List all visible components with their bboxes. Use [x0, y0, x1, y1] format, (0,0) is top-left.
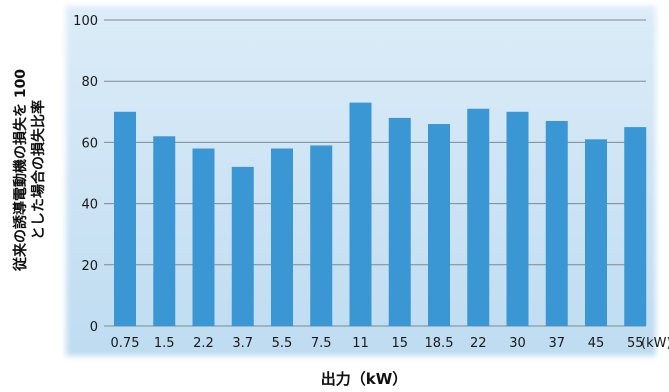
- x-tick-label: 45: [588, 336, 605, 351]
- y-tick-label: 100: [73, 14, 98, 29]
- x-axis-title: 出力（kW）: [321, 370, 408, 388]
- x-tick-label: 22: [470, 336, 487, 351]
- x-tick-label: 5.5: [272, 336, 293, 351]
- x-tick-label: 3.7: [232, 336, 253, 351]
- bars: [114, 102, 647, 327]
- x-tick-label: 0.75: [111, 336, 140, 351]
- bar-3_7: [231, 166, 254, 326]
- y-tick-label: 20: [81, 259, 98, 274]
- x-tick-label: 30: [509, 336, 526, 351]
- bar-11: [349, 102, 372, 327]
- bar-30: [506, 111, 529, 326]
- bar-2_2: [192, 148, 215, 326]
- x-tick-label: 37: [548, 336, 565, 351]
- x-tick-label: 15: [391, 336, 408, 351]
- bar-7_5: [310, 145, 333, 326]
- y-tick-label: 40: [81, 198, 98, 213]
- bar-22: [467, 108, 490, 327]
- x-tick-label: 11: [352, 336, 369, 351]
- x-tick-label: 2.2: [193, 336, 214, 351]
- y-tick-label: 60: [81, 136, 98, 151]
- bar-37: [545, 120, 568, 326]
- bar-55: [624, 127, 647, 326]
- y-tick-labels: 0 20 40 60 80 100: [73, 14, 98, 335]
- x-tick-label: 1.5: [154, 336, 175, 351]
- x-tick-label: 18.5: [425, 336, 454, 351]
- y-tick-label: 80: [81, 75, 98, 90]
- x-axis-unit: (kW): [641, 336, 669, 351]
- bar-15: [388, 117, 411, 326]
- x-tick-label: 55: [627, 336, 644, 351]
- bar-0_75: [114, 111, 136, 326]
- bar-5_5: [271, 148, 293, 326]
- y-axis-title-line2: とした場合の損失比率: [30, 100, 47, 240]
- bar-18_5: [428, 124, 450, 326]
- y-tick-label: 0: [90, 320, 98, 335]
- y-axis-title-line1: 従来の誘導電動機の損失を 100: [12, 69, 29, 272]
- bar-1_5: [153, 136, 176, 326]
- x-tick-labels: 0.75 1.5 2.2 3.7 5.5 7.5 11 15 18.5 22 30 37 45 55: [111, 336, 644, 351]
- bar-45: [585, 139, 607, 326]
- x-tick-label: 7.5: [311, 336, 332, 351]
